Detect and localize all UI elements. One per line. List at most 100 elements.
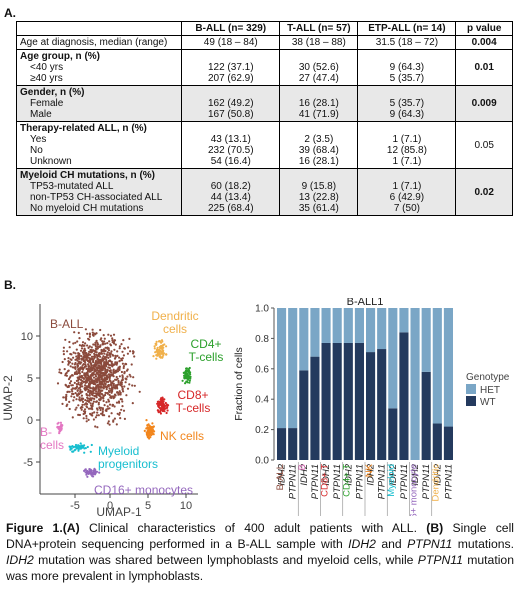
umap-point — [95, 340, 98, 343]
umap-point — [76, 359, 79, 362]
umap-point — [77, 362, 80, 365]
umap-point — [88, 357, 91, 360]
umap-point — [83, 469, 86, 472]
umap-point — [70, 388, 73, 391]
umap-point — [97, 366, 100, 369]
umap-point — [89, 376, 92, 379]
category-label: IDH2 — [366, 463, 377, 485]
umap-point — [110, 371, 113, 374]
umap-point — [79, 399, 82, 402]
umap-point — [118, 411, 121, 414]
umap-point — [75, 406, 78, 409]
umap-point — [105, 377, 108, 380]
umap-point — [100, 350, 103, 353]
umap-point — [83, 408, 87, 411]
umap-point — [58, 371, 61, 374]
umap-point — [123, 370, 126, 374]
table-row-group: Myeloid CH mutations, n (%) TP53-mutated … — [15, 168, 513, 216]
umap-y-label: UMAP-2 — [1, 375, 15, 421]
umap-point — [63, 368, 66, 371]
umap-point — [125, 363, 128, 366]
umap-point — [159, 350, 162, 353]
umap-point — [88, 394, 91, 397]
umap-point — [81, 370, 84, 374]
umap-point — [145, 419, 148, 422]
umap-point — [128, 373, 131, 376]
umap-point — [103, 340, 106, 343]
umap-point — [187, 378, 190, 381]
umap-point — [89, 366, 93, 369]
umap-point — [98, 353, 101, 357]
umap-point — [95, 385, 98, 388]
umap-point — [66, 403, 69, 406]
umap-point — [84, 363, 87, 366]
umap-point — [104, 367, 107, 370]
row-value: 9 (64.3) — [389, 62, 425, 73]
umap-point — [116, 391, 119, 394]
figure-caption: Figure 1.(A) Clinical characteristics of… — [6, 520, 514, 584]
bar-het — [410, 308, 420, 460]
umap-point — [96, 426, 99, 429]
legend-label: HET — [480, 385, 500, 396]
umap-point — [64, 338, 67, 341]
umap-point — [61, 360, 64, 364]
umap-point — [109, 383, 112, 386]
umap-point — [107, 400, 110, 403]
umap-point — [84, 399, 87, 402]
umap-point — [73, 331, 76, 334]
umap-point — [82, 353, 85, 356]
umap-point — [56, 382, 60, 385]
umap-point — [95, 407, 99, 410]
bar-het — [388, 308, 398, 409]
group-cell-label: Therapy-related ALL, n (%) Yes No Unknown — [15, 121, 183, 169]
umap-point — [96, 368, 99, 371]
caption-g3: IDH2 — [6, 553, 34, 567]
umap-point — [56, 422, 59, 425]
row-value: 5 (35.7) — [389, 73, 425, 84]
umap-point — [94, 364, 97, 367]
umap-point — [159, 409, 162, 412]
umap-point — [72, 392, 75, 396]
umap-point — [116, 368, 119, 371]
category-label: PTPN11 — [421, 464, 432, 499]
umap-point — [100, 381, 103, 384]
row-value: 122 (37.1) — [207, 62, 254, 73]
umap-point — [183, 374, 186, 377]
umap-point — [63, 358, 66, 361]
umap-point — [105, 401, 108, 404]
umap-point — [145, 427, 148, 430]
umap-point — [92, 469, 95, 472]
umap-point — [105, 408, 108, 411]
category-label: PTPN11 — [288, 464, 299, 499]
umap-point — [80, 347, 84, 350]
umap-point — [88, 386, 91, 389]
umap-point — [105, 371, 108, 374]
group-cell-label: Gender, n (%) Female Male — [15, 85, 183, 122]
genotype-bar-chart: B-ALL1 0.0 0.2 0.4 0.6 0.8 1.0 Fraction of cell… — [233, 298, 510, 516]
umap-point — [92, 343, 95, 346]
umap-point — [107, 380, 110, 383]
group-cell-tall: 30 (52.6) 27 (47.4) — [279, 49, 359, 86]
row-label: ≥40 yrs — [30, 73, 63, 84]
umap-point — [111, 337, 114, 340]
umap-point — [158, 340, 162, 343]
category-label: PTPN11 — [443, 464, 454, 499]
umap-point — [89, 348, 92, 352]
caption-g2: PTPN11 — [407, 537, 453, 551]
umap-point — [101, 357, 104, 360]
umap-point — [108, 403, 112, 406]
umap-point — [100, 365, 103, 368]
umap-point — [111, 390, 114, 393]
umap-y-tick-label: -5 — [23, 457, 33, 469]
umap-point — [124, 381, 127, 384]
umap-point — [133, 384, 136, 387]
group-pvalue: 0.05 — [455, 121, 513, 169]
umap-point — [86, 373, 89, 376]
umap-point — [62, 346, 65, 349]
header-etp: ETP-ALL (n= 14) — [357, 21, 457, 36]
group-label: CD16+ monocyte — [408, 464, 419, 516]
group-label: B-ALL — [275, 464, 286, 490]
umap-point — [83, 360, 86, 363]
umap-point — [126, 368, 129, 371]
umap-point — [89, 382, 92, 385]
